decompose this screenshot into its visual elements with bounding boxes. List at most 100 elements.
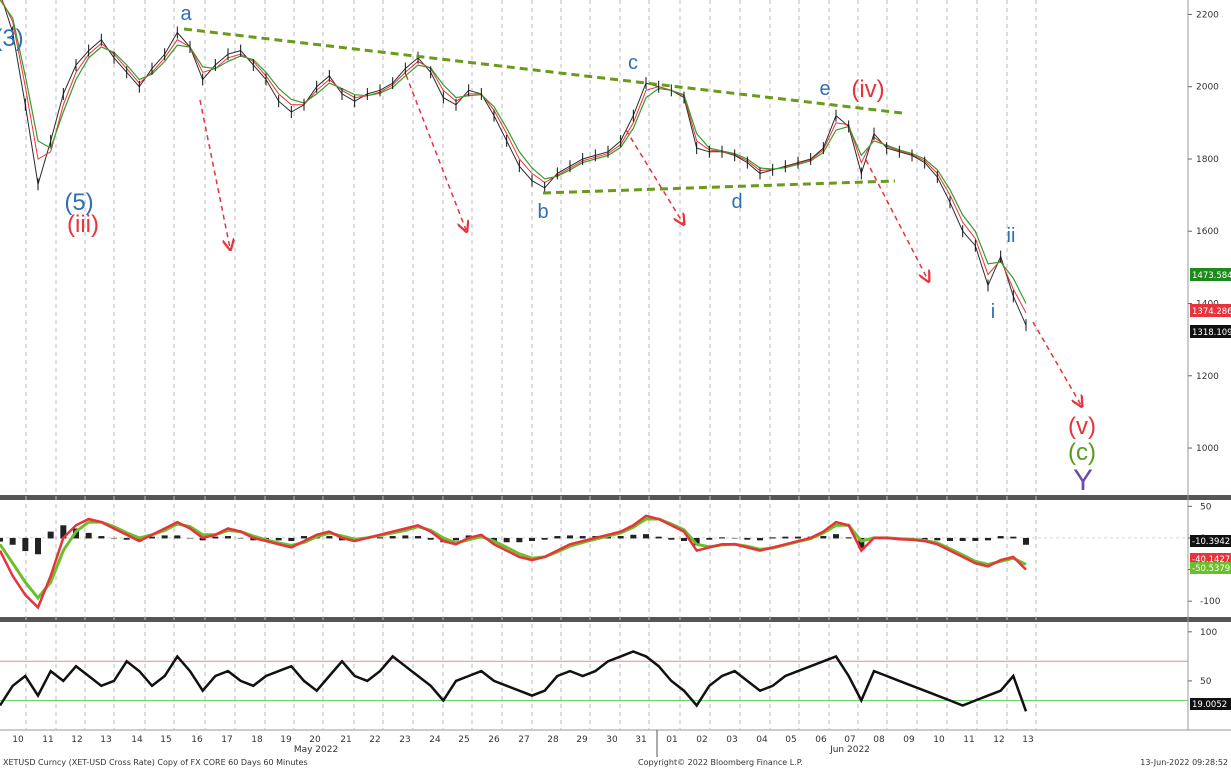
macd-histogram-bar <box>161 535 168 539</box>
last-value-tag <box>1190 304 1231 317</box>
last-value-label: 1473.584 <box>1192 271 1231 281</box>
macd-histogram-bar <box>529 537 535 541</box>
macd-histogram-bar <box>174 535 181 539</box>
x-tick-label: 12 <box>993 735 1004 745</box>
projection-arrow <box>625 129 683 223</box>
panel-frames <box>0 0 1231 731</box>
macd-signal-line <box>0 517 1027 601</box>
x-tick-label: 31 <box>635 735 646 745</box>
price-series-line <box>1 0 1027 326</box>
macd-histogram-bar <box>693 537 700 546</box>
x-tick-label: 03 <box>726 735 737 745</box>
x-tick-label: 19 <box>280 735 292 745</box>
x-tick-label: 29 <box>576 735 588 745</box>
macd-histogram-bar <box>123 537 130 540</box>
macd-histogram-bar <box>503 537 510 543</box>
wave-label: (3) <box>0 25 24 52</box>
x-tick-label: 11 <box>42 735 53 745</box>
x-axis: 10 11 12 13 14 15 16 17 18 19 20 21 22 23 24 25 26 27 28 29… <box>12 730 1034 757</box>
macd-histogram-bar <box>731 537 738 539</box>
macd-histogram-bar <box>947 537 953 541</box>
price-series-line <box>1 0 1027 314</box>
price-panel: 10001200140016001800200022001473.5841374… <box>0 0 1231 454</box>
wave-label: (iii) <box>67 211 99 238</box>
macd-histogram-bar <box>85 532 92 539</box>
x-tick-label: 28 <box>547 735 559 745</box>
macd-histogram-bar <box>668 537 675 540</box>
vertical-gridlines <box>25 0 1037 730</box>
wave-label: b <box>537 201 548 223</box>
macd-histogram-bar <box>757 537 763 541</box>
x-tick-label: 11 <box>963 735 974 745</box>
last-value-label: 19.0052 <box>1192 700 1227 710</box>
panel-separator <box>0 617 1231 622</box>
x-tick-label: 13 <box>1022 735 1033 745</box>
macd-histogram-bar <box>858 537 865 548</box>
macd-histogram-bar <box>630 534 637 539</box>
macd-histogram-bar <box>782 536 789 539</box>
wave-label: Y <box>1073 464 1093 497</box>
macd-histogram-bar <box>985 537 991 541</box>
y-tick-label: 50 <box>1200 502 1212 512</box>
macd-histogram-bar <box>719 537 725 539</box>
macd-histogram-bar <box>579 536 586 539</box>
wave-label: (iv) <box>851 76 884 103</box>
last-value-tag <box>1190 698 1231 710</box>
x-tick-label: 01 <box>666 735 677 745</box>
x-tick-label: 02 <box>696 735 707 745</box>
trendline <box>542 179 896 195</box>
wave-label: c <box>628 52 638 74</box>
macd-histogram-bar <box>453 537 459 541</box>
macd-histogram-bar <box>541 537 548 540</box>
x-tick-label: 05 <box>785 735 796 745</box>
rsi-line <box>0 650 1028 712</box>
macd-panel: 500-50-100-10.3942-40.1427-50.5379 <box>0 502 1231 610</box>
macd-histogram-bar <box>275 537 282 541</box>
x-tick-label: 15 <box>160 735 171 745</box>
projection-arrow <box>865 159 928 280</box>
macd-histogram-bar <box>212 536 219 539</box>
y-tick-label: 1000 <box>1196 444 1219 454</box>
macd-histogram-bar <box>415 536 421 539</box>
y-tick-label: 1200 <box>1196 372 1219 382</box>
last-value-tag <box>1190 268 1231 281</box>
macd-histogram-bar <box>706 537 713 540</box>
macd-histogram-bar <box>567 535 573 539</box>
y-tick-label: 50 <box>1200 677 1212 687</box>
macd-histogram-bar <box>681 537 687 541</box>
x-tick-label: 13 <box>100 735 111 745</box>
x-tick-label: 24 <box>429 735 441 745</box>
last-value-label: -50.5379 <box>1192 564 1230 574</box>
footer-copyright: Copyright© 2022 Bloomberg Finance L.P. <box>638 758 803 767</box>
macd-histogram-bar <box>1010 536 1017 539</box>
x-tick-label: 22 <box>369 735 380 745</box>
x-tick-label: 27 <box>518 735 529 745</box>
last-value-tag <box>1190 325 1231 338</box>
macd-histogram-bar <box>22 537 29 552</box>
macd-histogram-bar <box>225 536 231 539</box>
x-tick-label: 09 <box>903 735 915 745</box>
macd-histogram-bar <box>288 537 295 541</box>
macd-histogram-bar <box>0 537 3 542</box>
projection-arrow <box>199 99 230 248</box>
macd-histogram-bar <box>845 537 852 539</box>
x-tick-label: 10 <box>12 735 24 745</box>
macd-histogram-bar <box>187 537 193 539</box>
x-tick-label: 04 <box>756 735 768 745</box>
price-series-line <box>0 0 1027 304</box>
last-value-tag <box>1190 562 1231 574</box>
x-tick-label: 16 <box>191 735 203 745</box>
wave-label: e <box>819 78 830 100</box>
x-tick-label: 20 <box>309 735 321 745</box>
macd-histogram-bar <box>921 537 928 540</box>
macd-histogram-bar <box>326 536 333 539</box>
macd-histogram-bar <box>47 531 54 539</box>
macd-histogram-bar <box>820 536 827 539</box>
wave-label: d <box>731 191 742 213</box>
macd-histogram-bar <box>35 537 41 555</box>
wave-label: (5) <box>64 189 93 216</box>
projection-arrow <box>1032 321 1081 405</box>
x-tick-label: 30 <box>606 735 618 745</box>
trendline <box>183 27 903 115</box>
